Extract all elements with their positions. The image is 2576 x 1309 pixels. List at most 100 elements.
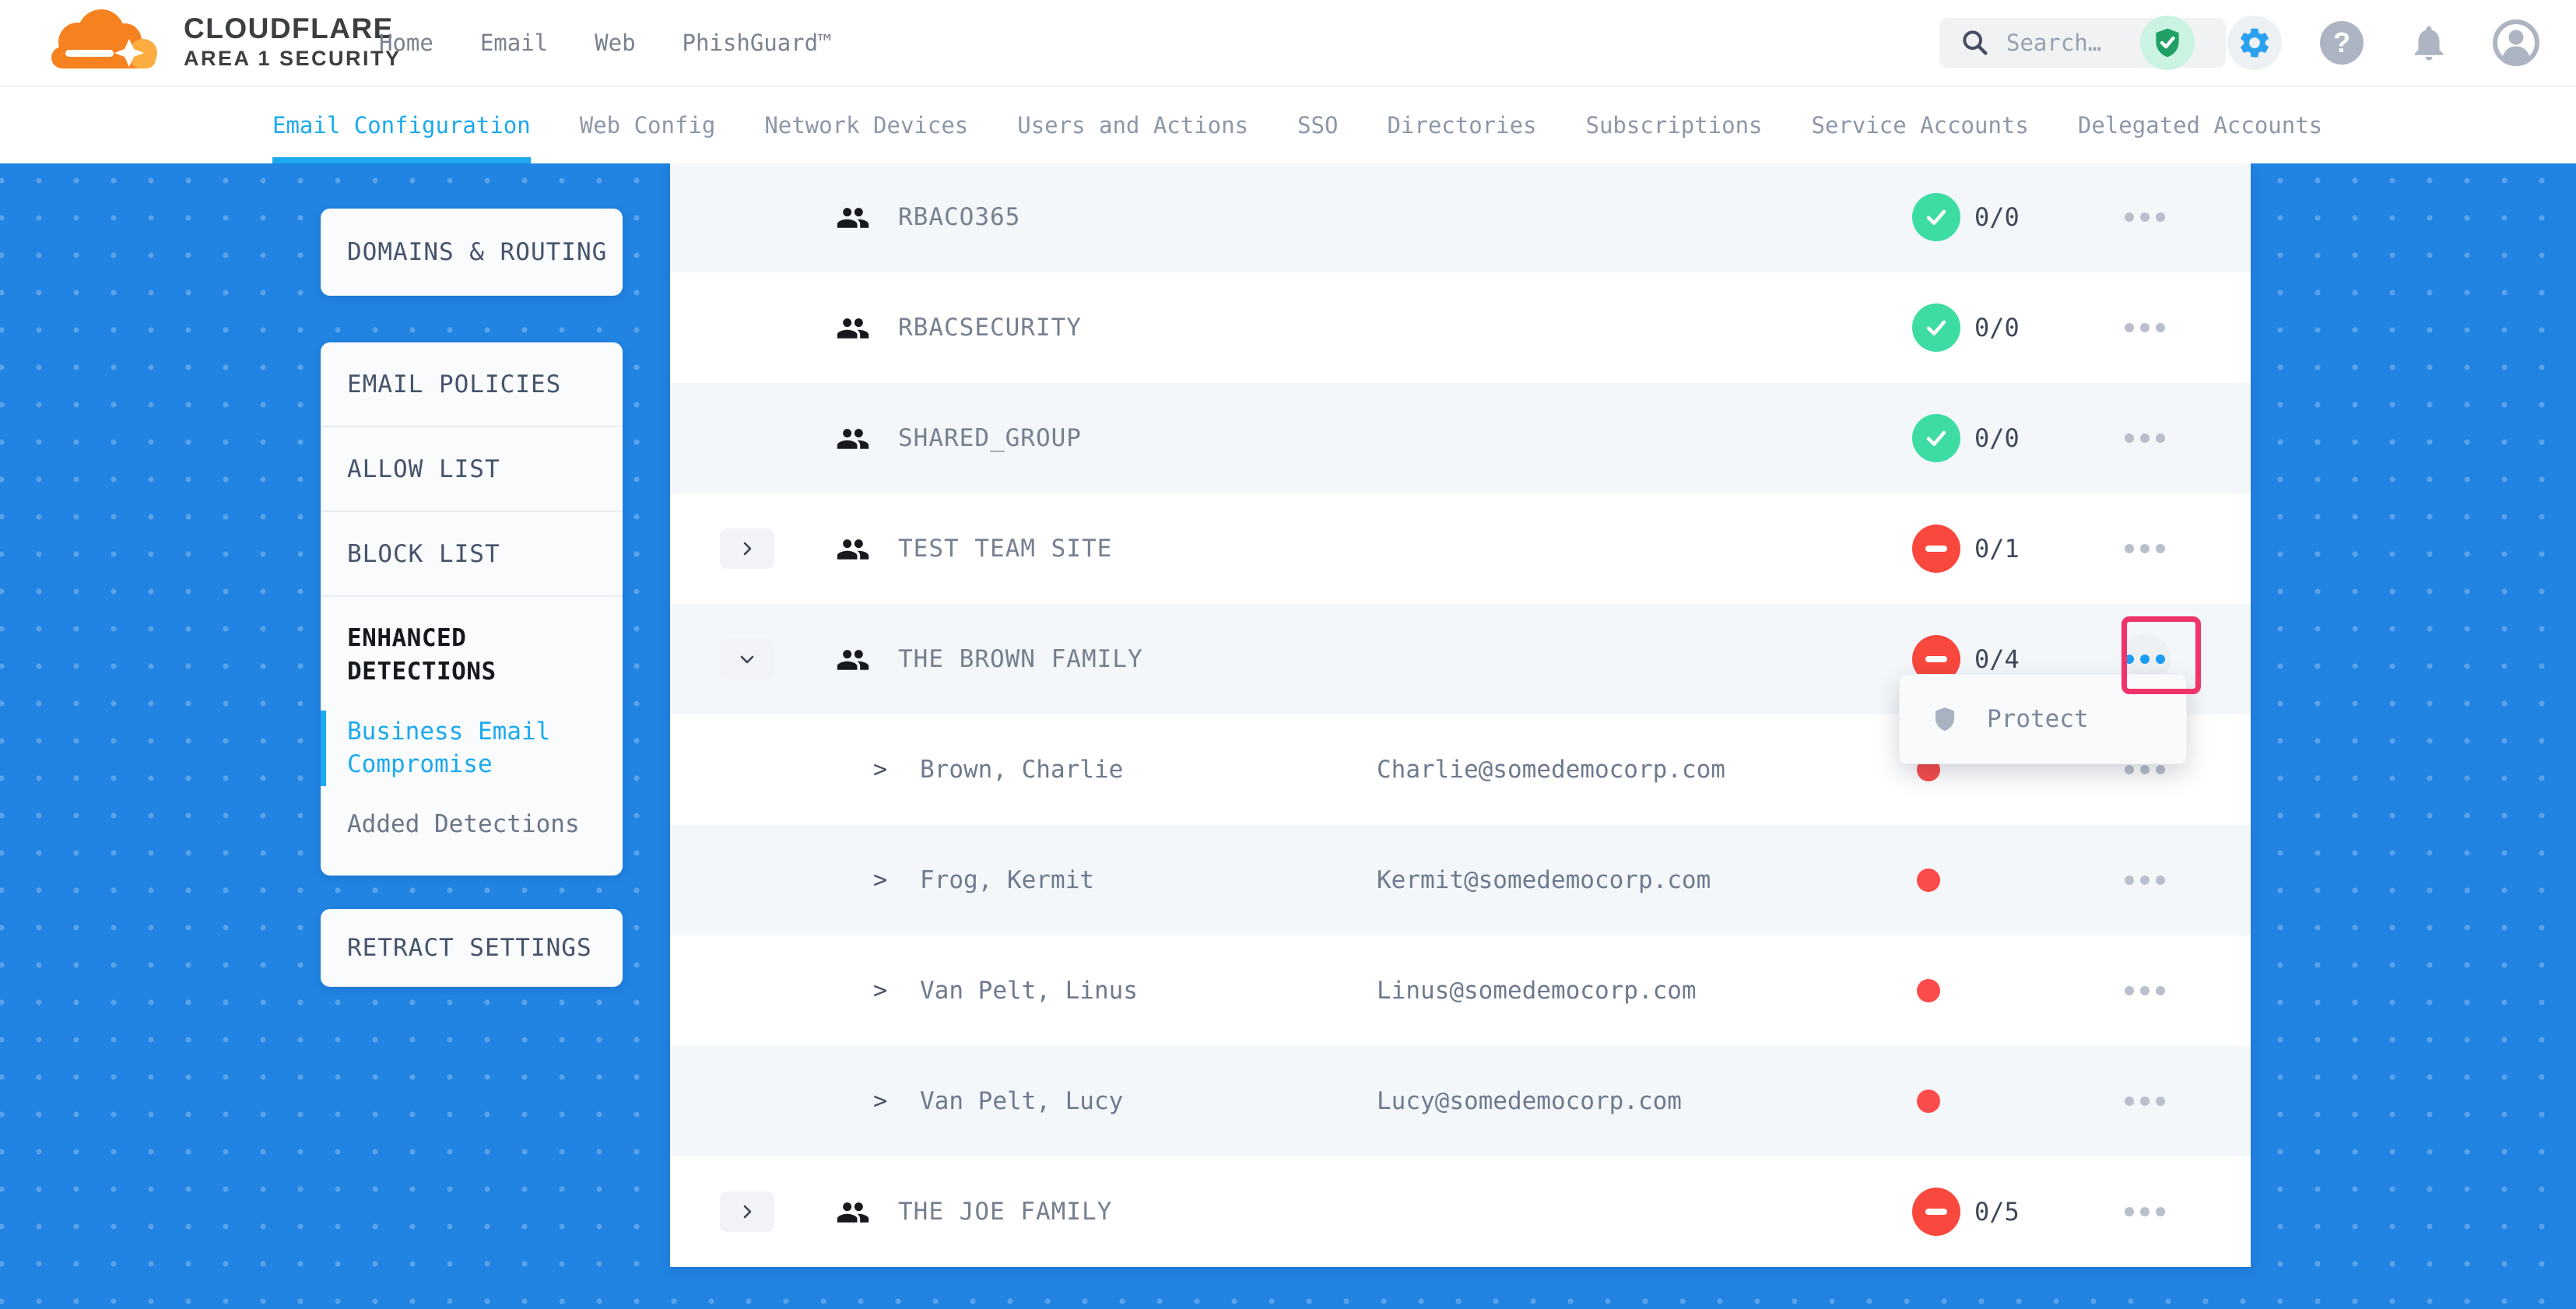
divider — [321, 426, 623, 427]
cloudflare-logo[interactable]: CLOUDFLARE AREA 1 SECURITY — [48, 6, 402, 78]
tab-sso[interactable]: SSO — [1297, 112, 1339, 139]
top-header: CLOUDFLARE AREA 1 SECURITY Home Email Web P… — [0, 0, 2576, 87]
enhanced-detections-section: ENHANCED DETECTIONS Business Email Compr… — [321, 622, 623, 841]
table-row: > Van Pelt, Linus Linus@somedemocorp.com — [670, 935, 2251, 1046]
enhanced-list: Business Email Compromise Added Detection… — [321, 710, 596, 841]
sidebar-item-allow-list[interactable]: ALLOW LIST — [347, 454, 500, 483]
member-name: Frog, Kermit — [920, 866, 1094, 894]
sidebar-label: DOMAINS & ROUTING — [347, 238, 608, 266]
tab-subscriptions[interactable]: Subscriptions — [1585, 112, 1763, 139]
cloudflare-cloud-icon — [51, 9, 157, 68]
row-menu-button[interactable] — [2119, 1186, 2171, 1237]
tab-web-config[interactable]: Web Config — [579, 112, 716, 139]
protection-count: 0/1 — [1974, 534, 2020, 563]
group-name: THE JOE FAMILY — [898, 1198, 1113, 1226]
expand-button[interactable] — [720, 1191, 774, 1232]
account-icon[interactable] — [2489, 16, 2543, 70]
notifications-bell-icon[interactable] — [2402, 16, 2456, 70]
sidebar-item-domains-routing[interactable]: DOMAINS & ROUTING — [321, 209, 623, 296]
row-menu-button[interactable] — [2119, 1076, 2171, 1127]
member-email: Lucy@somedemocorp.com — [1377, 1087, 1682, 1115]
brand-subtitle: AREA 1 SECURITY — [184, 47, 402, 71]
table-row: RBACSECURITY 0/0 — [670, 272, 2251, 383]
row-menu-button[interactable] — [2119, 523, 2171, 574]
row-menu-button[interactable] — [2119, 191, 2171, 243]
tab-email-configuration[interactable]: Email Configuration — [272, 87, 531, 163]
member-name: Van Pelt, Lucy — [920, 1087, 1124, 1115]
row-menu-button[interactable] — [2119, 744, 2171, 795]
top-nav-item[interactable]: Web — [595, 30, 636, 56]
tab-delegated-accounts[interactable]: Delegated Accounts — [2077, 112, 2323, 139]
expand-button[interactable] — [720, 528, 774, 569]
group-people-icon — [836, 1199, 870, 1225]
sidebar-item-block-list[interactable]: BLOCK LIST — [347, 539, 500, 568]
row-context-menu[interactable]: Protect — [1899, 674, 2187, 764]
top-nav-item[interactable]: Home — [379, 30, 433, 56]
status-pass-badge — [1912, 304, 1960, 352]
protection-count: 0/0 — [1974, 423, 2020, 453]
member-email: Kermit@somedemocorp.com — [1377, 866, 1711, 894]
tab-users-and-actions[interactable]: Users and Actions — [1017, 112, 1249, 139]
config-tabbar: Email Configuration Web Config Network Dev… — [0, 87, 2576, 163]
group-people-icon — [836, 426, 870, 451]
header-icons: ? — [2140, 0, 2576, 86]
shield-icon — [1936, 707, 1954, 731]
brand-name: CLOUDFLARE — [184, 12, 394, 45]
protect-menu-item[interactable]: Protect — [1987, 705, 2089, 733]
expand-button[interactable] — [720, 639, 774, 679]
table-row: THE JOE FAMILY 0/5 — [670, 1156, 2251, 1267]
group-name: THE BROWN FAMILY — [898, 645, 1143, 673]
top-nav-item[interactable]: PhishGuard™ — [682, 30, 832, 56]
shield-check-icon[interactable] — [2140, 16, 2195, 70]
row-menu-button[interactable] — [2119, 855, 2171, 906]
protection-count: 0/4 — [1974, 644, 2020, 674]
sidebar-item-business-email-compromise[interactable]: Business Email Compromise — [321, 710, 596, 786]
settings-gear-icon[interactable] — [2227, 16, 2282, 70]
member-name: Brown, Charlie — [920, 756, 1124, 784]
group-name: RBACSECURITY — [898, 314, 1082, 342]
search-icon — [1963, 30, 1988, 55]
table-row: > Frog, Kermit Kermit@somedemocorp.com — [670, 825, 2251, 935]
status-dot — [1917, 979, 1940, 1002]
help-icon[interactable]: ? — [2315, 16, 2369, 70]
status-pass-badge — [1912, 414, 1960, 462]
table-row: SHARED_GROUP 0/0 — [670, 383, 2251, 493]
group-people-icon — [836, 647, 870, 672]
group-people-icon — [836, 205, 870, 230]
top-nav: Home Email Web PhishGuard™ — [379, 0, 832, 86]
member-chevron-icon: > — [873, 866, 888, 894]
row-menu-button[interactable] — [2119, 965, 2171, 1016]
status-dot — [1917, 1090, 1940, 1113]
member-chevron-icon: > — [873, 1087, 888, 1115]
status-pass-badge — [1912, 193, 1960, 241]
sidebar-label: RETRACT SETTINGS — [347, 934, 592, 962]
sidebar-item-added-detections[interactable]: Added Detections — [347, 810, 580, 839]
group-table: RBACO365 0/0 RBACSECURITY 0/0 SHARED_GROUP 0/… — [670, 162, 2251, 1267]
tab-directories[interactable]: Directories — [1387, 112, 1537, 139]
group-name: RBACO365 — [898, 203, 1021, 231]
sidebar-item-email-policies[interactable]: EMAIL POLICIES — [347, 370, 562, 398]
row-menu-button[interactable] — [2119, 412, 2171, 464]
member-chevron-icon: > — [873, 977, 888, 1005]
member-email: Charlie@somedemocorp.com — [1377, 756, 1725, 784]
protection-count: 0/5 — [1974, 1197, 2020, 1227]
tab-network-devices[interactable]: Network Devices — [764, 112, 969, 139]
group-people-icon — [836, 315, 870, 341]
status-dot — [1917, 869, 1940, 892]
sidebar-policies-card: EMAIL POLICIES ALLOW LIST BLOCK LIST ENHAN… — [321, 342, 623, 876]
tab-service-accounts[interactable]: Service Accounts — [1811, 112, 2029, 139]
group-name: TEST TEAM SITE — [898, 535, 1113, 563]
divider — [321, 595, 623, 597]
group-name: SHARED_GROUP — [898, 424, 1082, 452]
table-row: > Van Pelt, Lucy Lucy@somedemocorp.com — [670, 1046, 2251, 1156]
row-menu-button[interactable] — [2119, 302, 2171, 353]
table-row: RBACO365 0/0 — [670, 162, 2251, 272]
sidebar-item-retract-settings[interactable]: RETRACT SETTINGS — [321, 909, 623, 987]
top-nav-item[interactable]: Email — [479, 30, 549, 56]
member-name: Van Pelt, Linus — [920, 977, 1138, 1005]
status-fail-badge — [1912, 1188, 1960, 1236]
policy-list: EMAIL POLICIES ALLOW LIST BLOCK LIST — [321, 342, 623, 597]
protection-count: 0/0 — [1974, 202, 2020, 232]
protection-count: 0/0 — [1974, 313, 2020, 342]
